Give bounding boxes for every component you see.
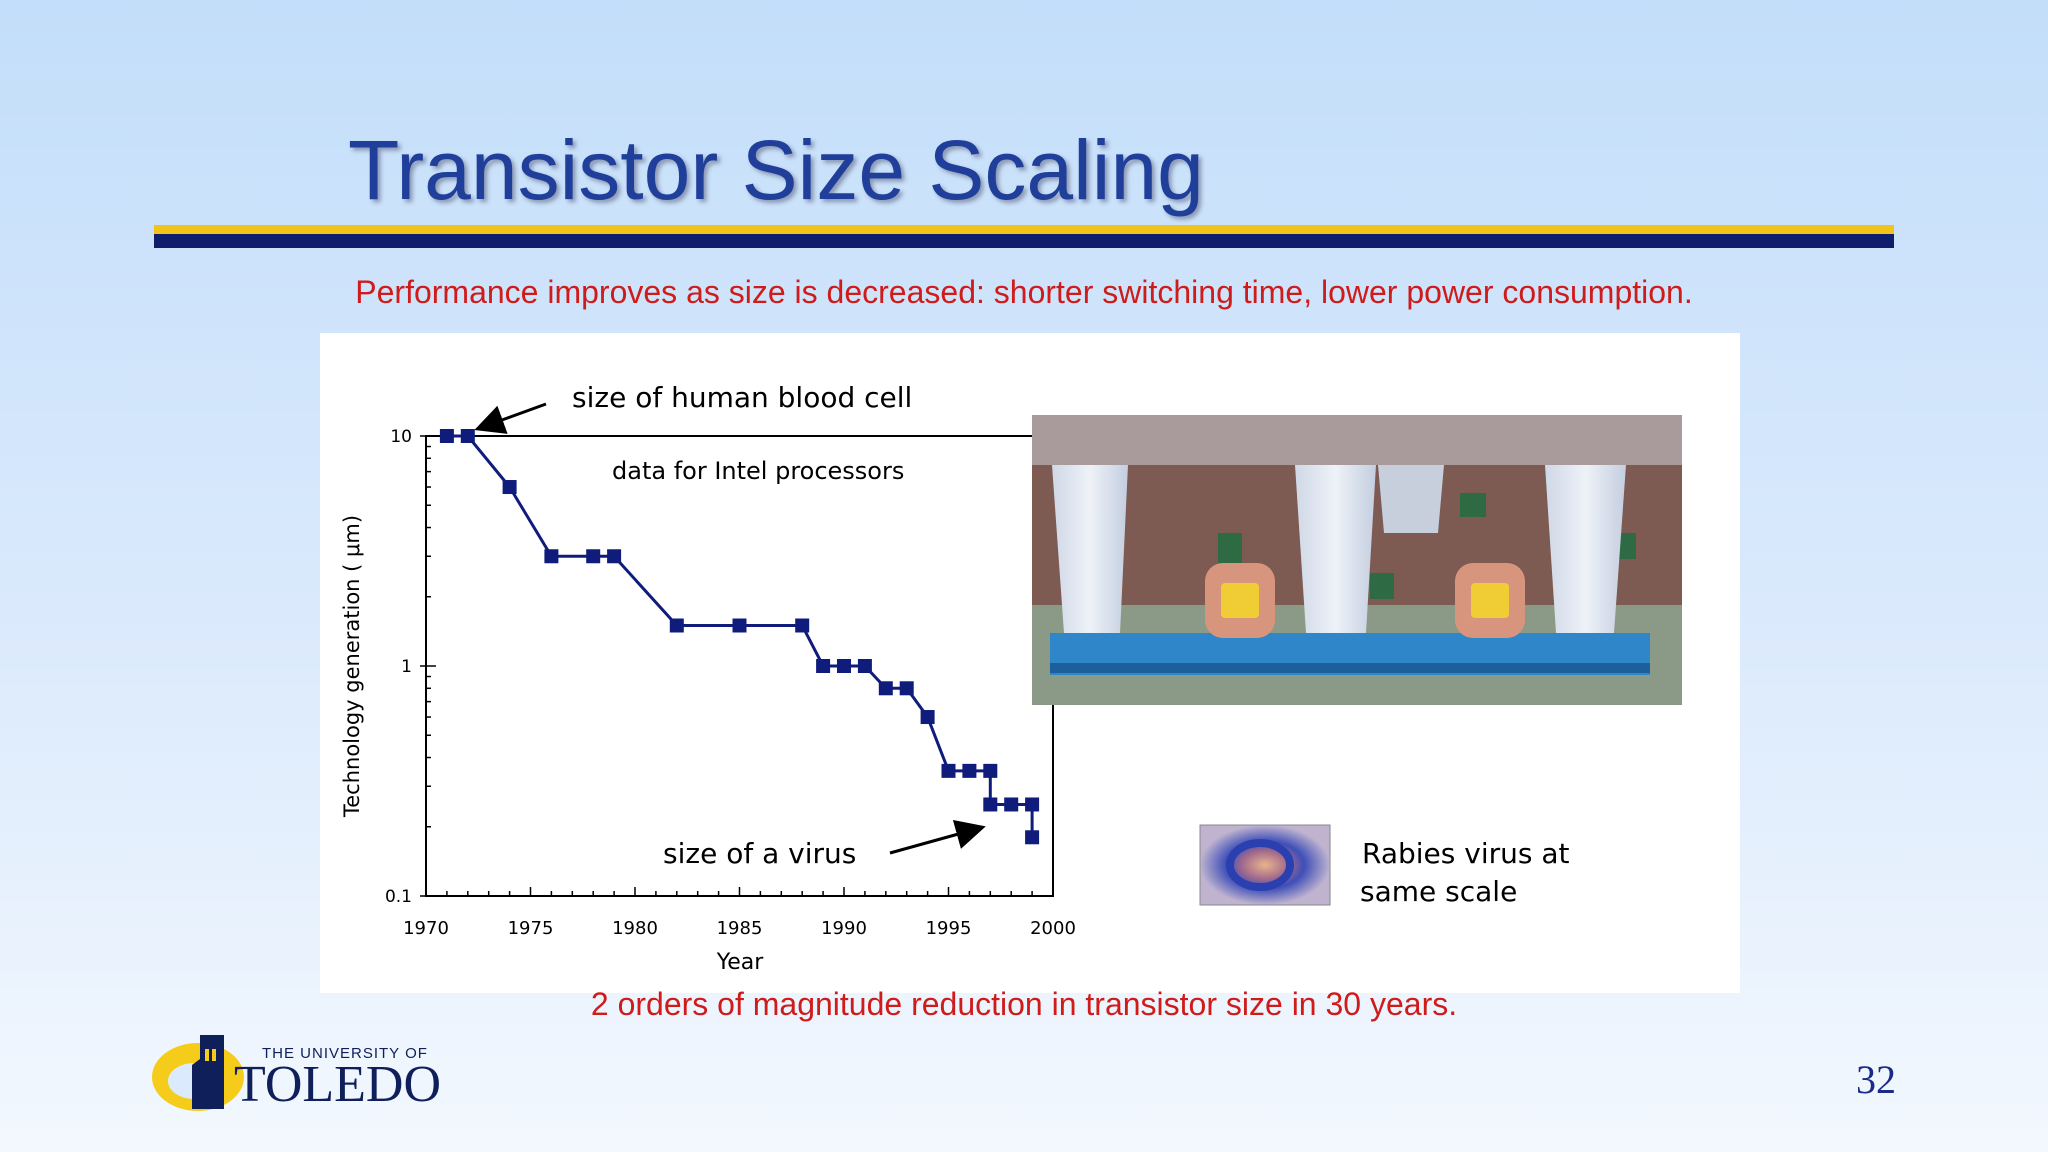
y-tick-label-10: 10 [390,427,412,447]
logo-emblem-icon [152,1035,244,1111]
data-point [941,763,956,778]
data-point [920,710,935,725]
series-line [446,434,1034,838]
figure-svg: 10 1 0.1 1970 1975 1980 1985 1990 1995 2… [340,381,1682,975]
logo-line1: THE UNIVERSITY OF [262,1045,428,1062]
x-tick-label-1980: 1980 [612,918,658,939]
title-underline-navy [154,234,1894,248]
data-point [460,429,475,443]
data-point [983,763,998,778]
y-axis-title: Technology generation ( μm) [340,515,364,818]
y-tick-label-0.1: 0.1 [385,887,412,907]
x-tick-label-1975: 1975 [508,918,554,939]
virus-caption-line1: Rabies virus at [1362,837,1570,870]
university-logo: THE UNIVERSITY OF TOLEDO [150,1025,480,1115]
series-line-group [439,429,1040,845]
annotation-virus: size of a virus [663,837,856,870]
slide-caption: 2 orders of magnitude reduction in trans… [590,986,1458,1022]
virus-caption-line2: same scale [1360,875,1517,908]
x-tick-label-2000: 2000 [1030,918,1076,939]
page-number: 32 [1856,1057,1896,1102]
x-axis-title: Year [716,950,765,975]
data-point [1025,830,1040,845]
data-point [837,659,851,673]
data-point [732,618,747,633]
data-point [669,618,684,633]
data-point [983,797,998,812]
minor-ticks [420,435,1054,897]
arrow-virus [889,819,986,855]
data-point [878,681,893,696]
data-point [816,659,831,673]
data-point [795,618,810,633]
annotation-intel-data: data for Intel processors [612,457,904,485]
rabies-virus-image [1199,824,1331,906]
slide-title: Transistor Size Scaling [348,123,1204,217]
transistor-micrograph-image [1032,415,1682,705]
data-point [607,549,622,564]
y-tick-label-1: 1 [401,657,412,677]
data-point [962,763,977,778]
x-tick-label-1990: 1990 [821,918,867,939]
data-point [586,549,601,564]
title-underline-gold [154,225,1894,234]
data-point [544,549,559,564]
x-tick-label-1970: 1970 [403,918,449,939]
figure-panel: 10 1 0.1 1970 1975 1980 1985 1990 1995 2… [320,333,1740,993]
x-tick-label-1995: 1995 [926,918,972,939]
data-point [1025,797,1040,812]
annotation-blood-cell: size of human blood cell [572,381,912,414]
arrow-blood-cell [474,402,547,434]
slide-subtitle: Performance improves as size is decrease… [355,274,1693,310]
logo-line2: TOLEDO [234,1056,442,1113]
x-tick-label-1985: 1985 [717,918,763,939]
data-point [502,480,517,495]
data-point [899,681,914,696]
data-point [439,429,454,443]
data-point [857,659,872,673]
data-point [1004,797,1019,812]
